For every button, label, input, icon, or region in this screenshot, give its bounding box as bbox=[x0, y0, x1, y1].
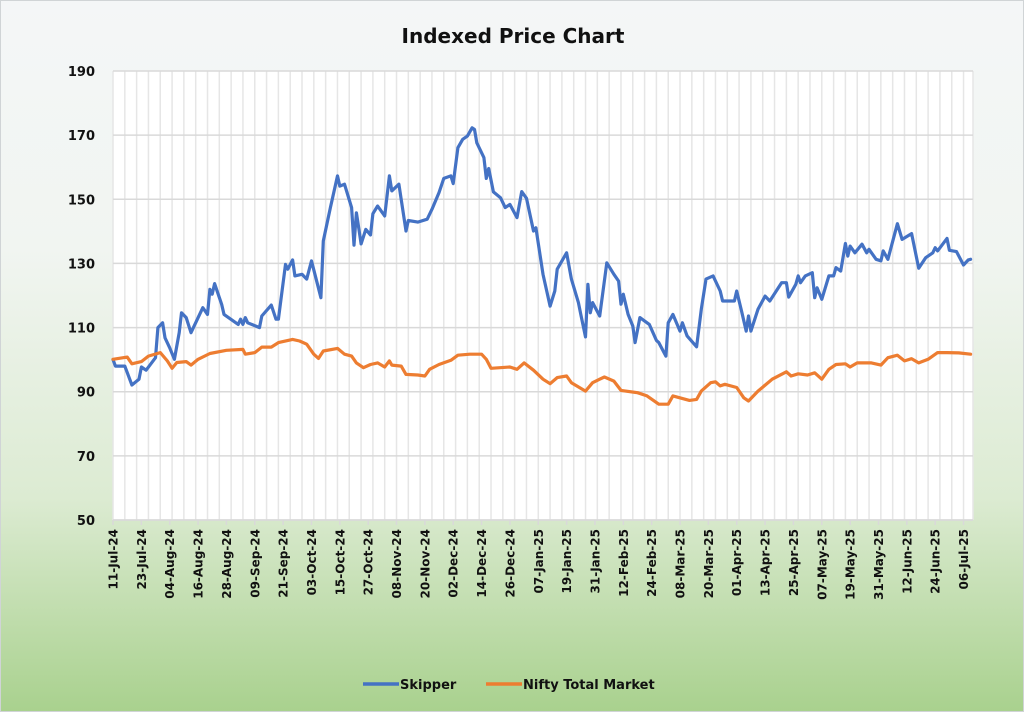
x-tick-label: 08-Mar-25 bbox=[674, 529, 688, 598]
x-tick-label: 07-Jan-25 bbox=[532, 529, 546, 593]
legend: Skipper Nifty Total Market bbox=[363, 678, 655, 693]
x-tick-label: 16-Aug-24 bbox=[192, 529, 206, 599]
x-tick-label: 02-Dec-24 bbox=[447, 529, 461, 598]
y-tick-label: 90 bbox=[77, 386, 95, 401]
x-tick-label: 25-Apr-25 bbox=[787, 529, 801, 596]
y-tick-label: 50 bbox=[77, 514, 95, 529]
x-tick-label: 21-Sep-24 bbox=[277, 529, 291, 598]
series-lines bbox=[111, 126, 973, 406]
x-tick-label: 12-Jun-25 bbox=[900, 529, 914, 594]
x-tick-label: 01-Apr-25 bbox=[730, 529, 744, 596]
x-tick-label: 31-Jan-25 bbox=[588, 529, 602, 593]
x-tick-label: 06-Jul-25 bbox=[957, 529, 971, 589]
legend-item: Skipper bbox=[363, 678, 457, 693]
x-tick-label: 08-Nov-24 bbox=[390, 529, 404, 598]
y-tick-label: 70 bbox=[77, 450, 95, 465]
x-axis: 11-Jul-24 23-Jul-24 04-Aug-24 16-Aug-24 28-A… bbox=[107, 519, 973, 600]
y-tick-label: 110 bbox=[68, 322, 95, 337]
x-tick-label: 19-Jan-25 bbox=[560, 529, 574, 593]
x-tick-label: 09-Sep-24 bbox=[248, 529, 262, 598]
x-tick-label: 23-Jul-24 bbox=[135, 529, 149, 589]
x-tick-label: 14-Dec-24 bbox=[475, 529, 489, 598]
x-tick-label: 20-Mar-25 bbox=[702, 529, 716, 598]
x-tick-label: 13-Apr-25 bbox=[759, 529, 773, 596]
y-tick-label: 130 bbox=[68, 257, 95, 272]
x-tick-label: 31-May-25 bbox=[872, 529, 886, 600]
y-axis: 50 70 90 110 130 150 170 190 bbox=[68, 65, 95, 529]
plot-area bbox=[113, 71, 973, 520]
x-tick-label: 24-Jun-25 bbox=[929, 529, 943, 594]
series-line-skipper bbox=[111, 126, 973, 387]
x-tick-label: 24-Feb-25 bbox=[645, 529, 659, 597]
legend-label: Skipper bbox=[400, 678, 457, 693]
chart-title: Indexed Price Chart bbox=[402, 24, 625, 48]
y-tick-label: 170 bbox=[68, 129, 95, 144]
x-tick-label: 26-Dec-24 bbox=[503, 529, 517, 598]
x-tick-label: 27-Oct-24 bbox=[362, 529, 376, 595]
y-tick-label: 190 bbox=[68, 65, 95, 80]
x-tick-label: 04-Aug-24 bbox=[163, 529, 177, 599]
x-tick-label: 19-May-25 bbox=[844, 529, 858, 600]
x-tick-label: 03-Oct-24 bbox=[305, 529, 319, 595]
x-tick-label: 11-Jul-24 bbox=[107, 529, 121, 589]
x-tick-label: 15-Oct-24 bbox=[333, 529, 347, 595]
x-tick-label: 20-Nov-24 bbox=[418, 529, 432, 598]
legend-label: Nifty Total Market bbox=[523, 678, 655, 693]
series-line-nifty-total-market bbox=[111, 337, 973, 406]
x-tick-label: 07-May-25 bbox=[815, 529, 829, 600]
x-tick-label: 28-Aug-24 bbox=[220, 529, 234, 599]
x-tick-label: 12-Feb-25 bbox=[617, 529, 631, 597]
y-tick-label: 150 bbox=[68, 193, 95, 208]
legend-item: Nifty Total Market bbox=[486, 678, 655, 693]
